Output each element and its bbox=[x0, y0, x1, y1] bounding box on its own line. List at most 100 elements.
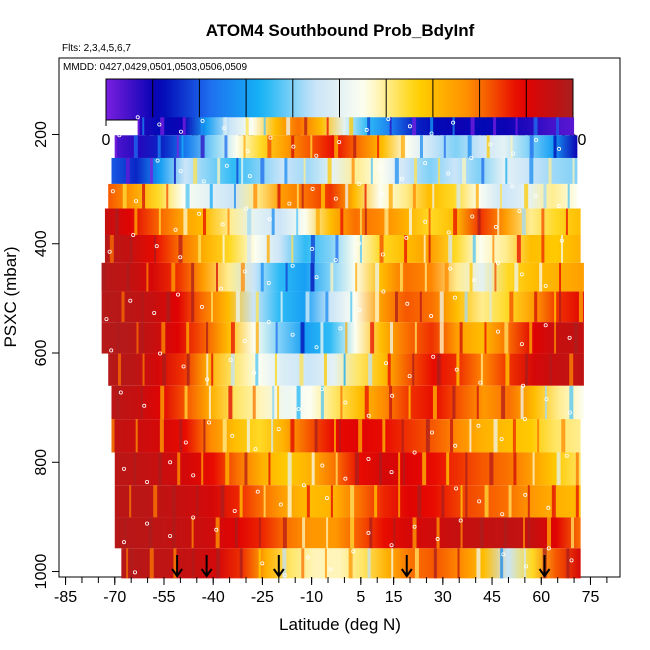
heatmap-streak bbox=[520, 385, 524, 420]
heatmap-streak bbox=[456, 353, 460, 386]
heatmap-streak bbox=[578, 291, 583, 323]
heatmap-streak bbox=[271, 419, 274, 453]
heatmap-streak bbox=[233, 183, 236, 209]
sample-point bbox=[178, 168, 183, 173]
heatmap-streak bbox=[367, 548, 371, 579]
heatmap-streak bbox=[201, 452, 204, 486]
heatmap-streak bbox=[290, 419, 295, 453]
heatmap-streak bbox=[135, 419, 138, 453]
heatmap-streak bbox=[181, 135, 184, 158]
heatmap-streak bbox=[141, 291, 144, 323]
heatmap-streak bbox=[315, 208, 320, 236]
sample-point bbox=[488, 142, 493, 147]
heatmap-streak bbox=[569, 385, 574, 420]
heatmap-layer bbox=[101, 262, 584, 292]
heatmap-streak bbox=[244, 452, 248, 486]
heatmap-streak bbox=[501, 385, 506, 420]
sample-point bbox=[559, 238, 564, 243]
heatmap-streak bbox=[157, 135, 161, 158]
sample-point bbox=[366, 530, 371, 535]
heatmap-streak bbox=[481, 157, 485, 184]
heatmap-streak bbox=[314, 419, 318, 453]
heatmap-streak bbox=[223, 117, 228, 136]
heatmap-streak bbox=[142, 183, 146, 209]
heatmap-streak bbox=[544, 385, 547, 420]
x-tick-label: 5 bbox=[356, 589, 365, 606]
heatmap-streak bbox=[334, 135, 339, 158]
sample-point bbox=[104, 317, 109, 322]
heatmap-streak bbox=[321, 183, 326, 209]
sample-point bbox=[132, 570, 137, 575]
heatmap-streak bbox=[239, 548, 243, 579]
heatmap-streak bbox=[134, 208, 138, 236]
heatmap-streak bbox=[211, 353, 214, 386]
sample-point bbox=[533, 194, 538, 199]
heatmap-streak bbox=[566, 548, 570, 579]
heatmap-streak bbox=[571, 517, 575, 549]
heatmap-streak bbox=[370, 322, 375, 354]
heatmap-streak bbox=[125, 157, 130, 184]
sample-point bbox=[478, 380, 483, 385]
sample-point bbox=[142, 403, 147, 408]
heatmap-streak bbox=[565, 208, 568, 236]
heatmap-streak bbox=[186, 322, 190, 354]
sample-point bbox=[524, 564, 529, 569]
heatmap-streak bbox=[439, 291, 444, 323]
x-tick-label: 60 bbox=[532, 589, 550, 606]
sample-point bbox=[145, 479, 150, 484]
heatmap-streak bbox=[575, 452, 579, 486]
heatmap-streak bbox=[228, 385, 233, 420]
heatmap-streak bbox=[114, 135, 117, 158]
heatmap-streak bbox=[252, 385, 256, 420]
arrow-markers bbox=[171, 555, 551, 578]
heatmap-streak bbox=[393, 517, 396, 549]
heatmap-streak bbox=[173, 548, 177, 579]
y-tick-label: 1000 bbox=[33, 554, 50, 590]
sample-point bbox=[569, 558, 574, 563]
heatmap-streak bbox=[140, 385, 143, 420]
heatmap-streak bbox=[484, 322, 487, 354]
heatmap-streak bbox=[324, 548, 327, 579]
heatmap-streak bbox=[523, 548, 526, 579]
sample-point bbox=[476, 423, 481, 428]
heatmap-streak bbox=[114, 208, 119, 236]
sample-point bbox=[178, 255, 183, 260]
heatmap-streak bbox=[414, 322, 417, 354]
heatmap-streak bbox=[282, 517, 287, 549]
heatmap-streak bbox=[412, 117, 417, 136]
heatmap-streak bbox=[389, 117, 392, 136]
sample-point bbox=[446, 230, 451, 235]
sample-point bbox=[517, 209, 522, 214]
heatmap-streak bbox=[390, 322, 394, 354]
sample-point bbox=[500, 512, 505, 517]
x-tick-label: -70 bbox=[103, 589, 126, 606]
heatmap-streak bbox=[527, 485, 530, 518]
heatmap-streak bbox=[452, 117, 455, 136]
heatmap-streak bbox=[287, 452, 292, 486]
x-axis-label: Latitude (deg N) bbox=[279, 615, 401, 634]
heatmap-streak bbox=[387, 353, 391, 386]
heatmap-streak bbox=[508, 485, 512, 518]
sample-point bbox=[252, 370, 257, 375]
heatmap-streak bbox=[192, 548, 195, 579]
heatmap-streak bbox=[158, 208, 161, 236]
heatmap-streak bbox=[340, 385, 343, 420]
sample-point bbox=[501, 552, 506, 557]
sample-point bbox=[357, 307, 362, 312]
heatmap-streak bbox=[467, 135, 472, 158]
sample-point bbox=[454, 486, 459, 491]
heatmap-streak bbox=[253, 183, 258, 209]
heatmap-streak bbox=[291, 135, 295, 158]
heatmap-streak bbox=[554, 291, 557, 323]
heatmap-streak bbox=[234, 517, 238, 549]
heatmap-streak bbox=[516, 235, 521, 263]
heatmap-streak bbox=[499, 183, 502, 209]
heatmap-streak bbox=[414, 157, 418, 184]
heatmap-streak bbox=[159, 419, 164, 453]
heatmap-streak bbox=[382, 419, 386, 453]
heatmap-streak bbox=[378, 452, 382, 486]
heatmap-layer bbox=[111, 385, 584, 420]
x-tick-label: 75 bbox=[582, 589, 600, 606]
sample-point bbox=[268, 135, 273, 140]
sample-point bbox=[333, 258, 338, 263]
